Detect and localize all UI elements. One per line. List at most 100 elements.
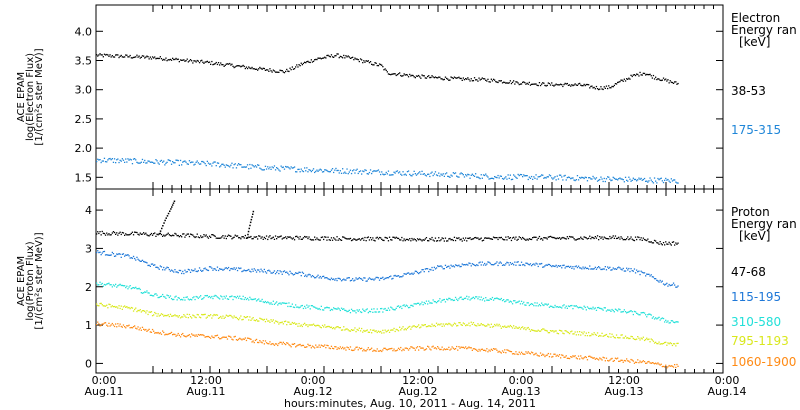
data-point [245,339,248,342]
data-point [174,314,176,316]
data-point [496,349,498,351]
data-point [368,277,371,279]
data-point [160,58,163,60]
data-point [310,324,312,326]
data-point [463,297,466,300]
data-point [302,62,305,65]
data-point [653,177,656,179]
data-point [355,346,357,348]
data-point [211,317,213,319]
data-point [246,316,249,318]
data-point [605,178,608,180]
data-point [637,236,639,238]
data-point [206,316,208,318]
data-point [674,321,676,324]
data-point [439,175,441,177]
data-point [506,299,508,301]
data-point [200,235,202,237]
data-point [454,264,457,266]
data-point [429,268,431,271]
data-point [394,237,396,239]
data-point [591,178,593,180]
data-point [269,235,271,237]
data-point [125,158,127,160]
data-point [473,77,476,79]
data-point [484,325,486,327]
spike-point [165,217,167,219]
data-point [400,276,402,278]
data-point [601,268,603,271]
data-point [349,169,352,171]
data-point [545,264,547,266]
data-point [127,325,129,327]
data-point [281,302,283,304]
y-tick-label: 1 [85,319,92,332]
data-point [602,356,604,358]
data-point [503,264,505,266]
data-point [409,73,411,76]
data-point [225,336,227,338]
data-point [660,79,662,82]
data-point [520,83,523,85]
data-point [170,235,173,237]
data-point [501,82,504,84]
data-point [650,362,652,364]
data-point [331,278,334,281]
data-point [113,285,116,287]
data-point [648,273,650,275]
data-point [648,360,650,363]
data-point [286,68,288,71]
data-point [134,231,136,233]
data-point [658,243,660,245]
data-point [359,58,362,60]
data-point [169,295,172,297]
data-point [141,55,144,57]
data-point [230,314,232,317]
data-point [510,301,513,303]
data-point [156,266,158,268]
data-point [447,265,449,268]
data-point [297,236,299,238]
data-point [528,264,530,266]
data-point [515,176,517,179]
data-point [97,304,99,307]
data-point [583,357,585,359]
data-point [103,283,106,286]
data-point [396,74,399,76]
data-point [638,270,640,272]
data-point [165,333,167,335]
data-point [473,237,476,239]
data-point [413,325,415,327]
data-point [173,162,175,164]
data-point [363,60,365,62]
data-point [558,329,561,331]
data-point [263,67,265,70]
data-point [437,174,439,177]
data-point [346,238,348,240]
data-point [628,360,630,362]
data-point [560,357,562,359]
data-point [649,177,651,179]
data-point [106,254,108,256]
data-point [257,164,259,166]
data-point [646,316,648,318]
data-point [224,297,226,299]
data-point [248,236,250,238]
data-point [194,60,196,62]
data-point [100,302,102,304]
data-point [170,163,173,165]
data-point [226,298,229,300]
data-point [655,317,657,319]
data-point [216,266,219,268]
data-point [324,324,326,326]
data-point [581,307,583,309]
data-point [167,333,169,335]
data-point [423,349,425,351]
data-point [539,330,542,332]
data-point [477,237,479,239]
data-point [651,77,653,79]
data-point [604,307,606,309]
data-point [516,239,518,241]
data-point [607,309,609,311]
data-point [274,71,277,73]
